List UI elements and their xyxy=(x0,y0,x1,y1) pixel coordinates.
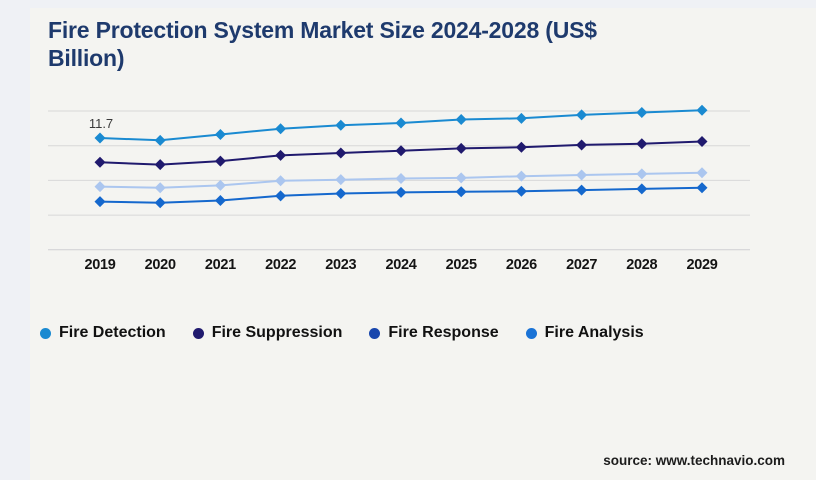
x-axis-label: 2028 xyxy=(626,257,658,273)
diamond-marker xyxy=(214,129,226,141)
legend-item-fire-detection[interactable]: Fire Detection xyxy=(40,324,166,342)
legend-dot-icon xyxy=(369,327,381,339)
source-attribution: source: www.technavio.com xyxy=(603,453,785,468)
diamond-marker xyxy=(696,104,708,116)
diamond-marker xyxy=(576,184,588,196)
diamond-marker xyxy=(515,112,527,124)
x-axis-label: 2022 xyxy=(265,257,297,273)
x-axis-label: 2025 xyxy=(445,257,477,273)
x-axis-label: 2027 xyxy=(566,257,598,273)
diamond-marker xyxy=(636,168,648,180)
diamond-marker xyxy=(275,149,287,161)
diamond-marker xyxy=(395,186,407,198)
legend-item-fire-suppression[interactable]: Fire Suppression xyxy=(192,324,343,342)
diamond-marker xyxy=(275,123,287,135)
diamond-marker xyxy=(214,155,226,167)
diamond-marker xyxy=(214,179,226,191)
legend-dot-icon xyxy=(40,327,51,339)
diamond-marker xyxy=(94,196,106,208)
legend-label: Fire Analysis xyxy=(544,324,644,341)
diamond-marker xyxy=(214,194,226,206)
legend-label: Fire Suppression xyxy=(211,324,343,341)
diamond-marker xyxy=(636,138,648,150)
diamond-marker xyxy=(455,172,467,184)
diamond-marker xyxy=(154,134,166,146)
legend-label: Fire Response xyxy=(388,324,499,341)
legend-item-fire-response[interactable]: Fire Response xyxy=(369,324,499,342)
diamond-marker xyxy=(636,107,648,119)
diamond-marker xyxy=(335,174,347,186)
chart-title-line1: Fire Protection System Market Size 2024-… xyxy=(48,17,597,43)
diamond-marker xyxy=(576,139,588,151)
diamond-marker xyxy=(275,175,287,187)
diamond-marker xyxy=(395,145,407,157)
legend-dot-icon xyxy=(525,327,537,339)
legend-label: Fire Detection xyxy=(59,324,166,341)
diamond-marker xyxy=(576,109,588,121)
x-axis-label: 2020 xyxy=(144,257,176,273)
content-panel xyxy=(30,8,816,480)
diamond-marker xyxy=(395,172,407,184)
diamond-marker xyxy=(696,182,708,194)
diamond-marker xyxy=(94,132,106,144)
diamond-marker xyxy=(335,188,347,200)
diamond-marker xyxy=(636,183,648,195)
diamond-marker xyxy=(154,197,166,209)
diamond-marker xyxy=(455,186,467,198)
x-axis-label: 2024 xyxy=(385,257,417,273)
chart-legend: Fire Detection Fire Suppression Fire Res… xyxy=(40,324,644,342)
diamond-marker xyxy=(94,181,106,193)
x-axis-label: 2019 xyxy=(84,257,116,273)
x-axis-label: 2029 xyxy=(686,257,718,273)
x-axis-label: 2021 xyxy=(204,257,236,273)
diamond-marker xyxy=(335,147,347,159)
diamond-marker xyxy=(335,119,347,131)
diamond-marker xyxy=(395,117,407,129)
diamond-marker xyxy=(696,135,708,147)
chart-title: Fire Protection System Market Size 2024-… xyxy=(48,16,708,72)
diamond-marker xyxy=(94,156,106,168)
diamond-marker xyxy=(455,113,467,125)
diamond-marker xyxy=(275,190,287,202)
data-point-label: 11.7 xyxy=(88,116,114,131)
diamond-marker xyxy=(576,169,588,181)
diamond-marker xyxy=(154,182,166,194)
diamond-marker xyxy=(515,170,527,182)
diamond-marker xyxy=(515,185,527,197)
x-axis-label: 2026 xyxy=(505,257,537,273)
diamond-marker xyxy=(455,142,467,154)
x-axis-label: 2023 xyxy=(325,257,357,273)
chart-title-line2: Billion) xyxy=(48,45,125,71)
legend-dot-icon xyxy=(192,327,204,339)
diamond-marker xyxy=(154,159,166,171)
diamond-marker xyxy=(515,141,527,153)
legend-item-fire-analysis[interactable]: Fire Analysis xyxy=(525,324,644,342)
diamond-marker xyxy=(696,167,708,179)
